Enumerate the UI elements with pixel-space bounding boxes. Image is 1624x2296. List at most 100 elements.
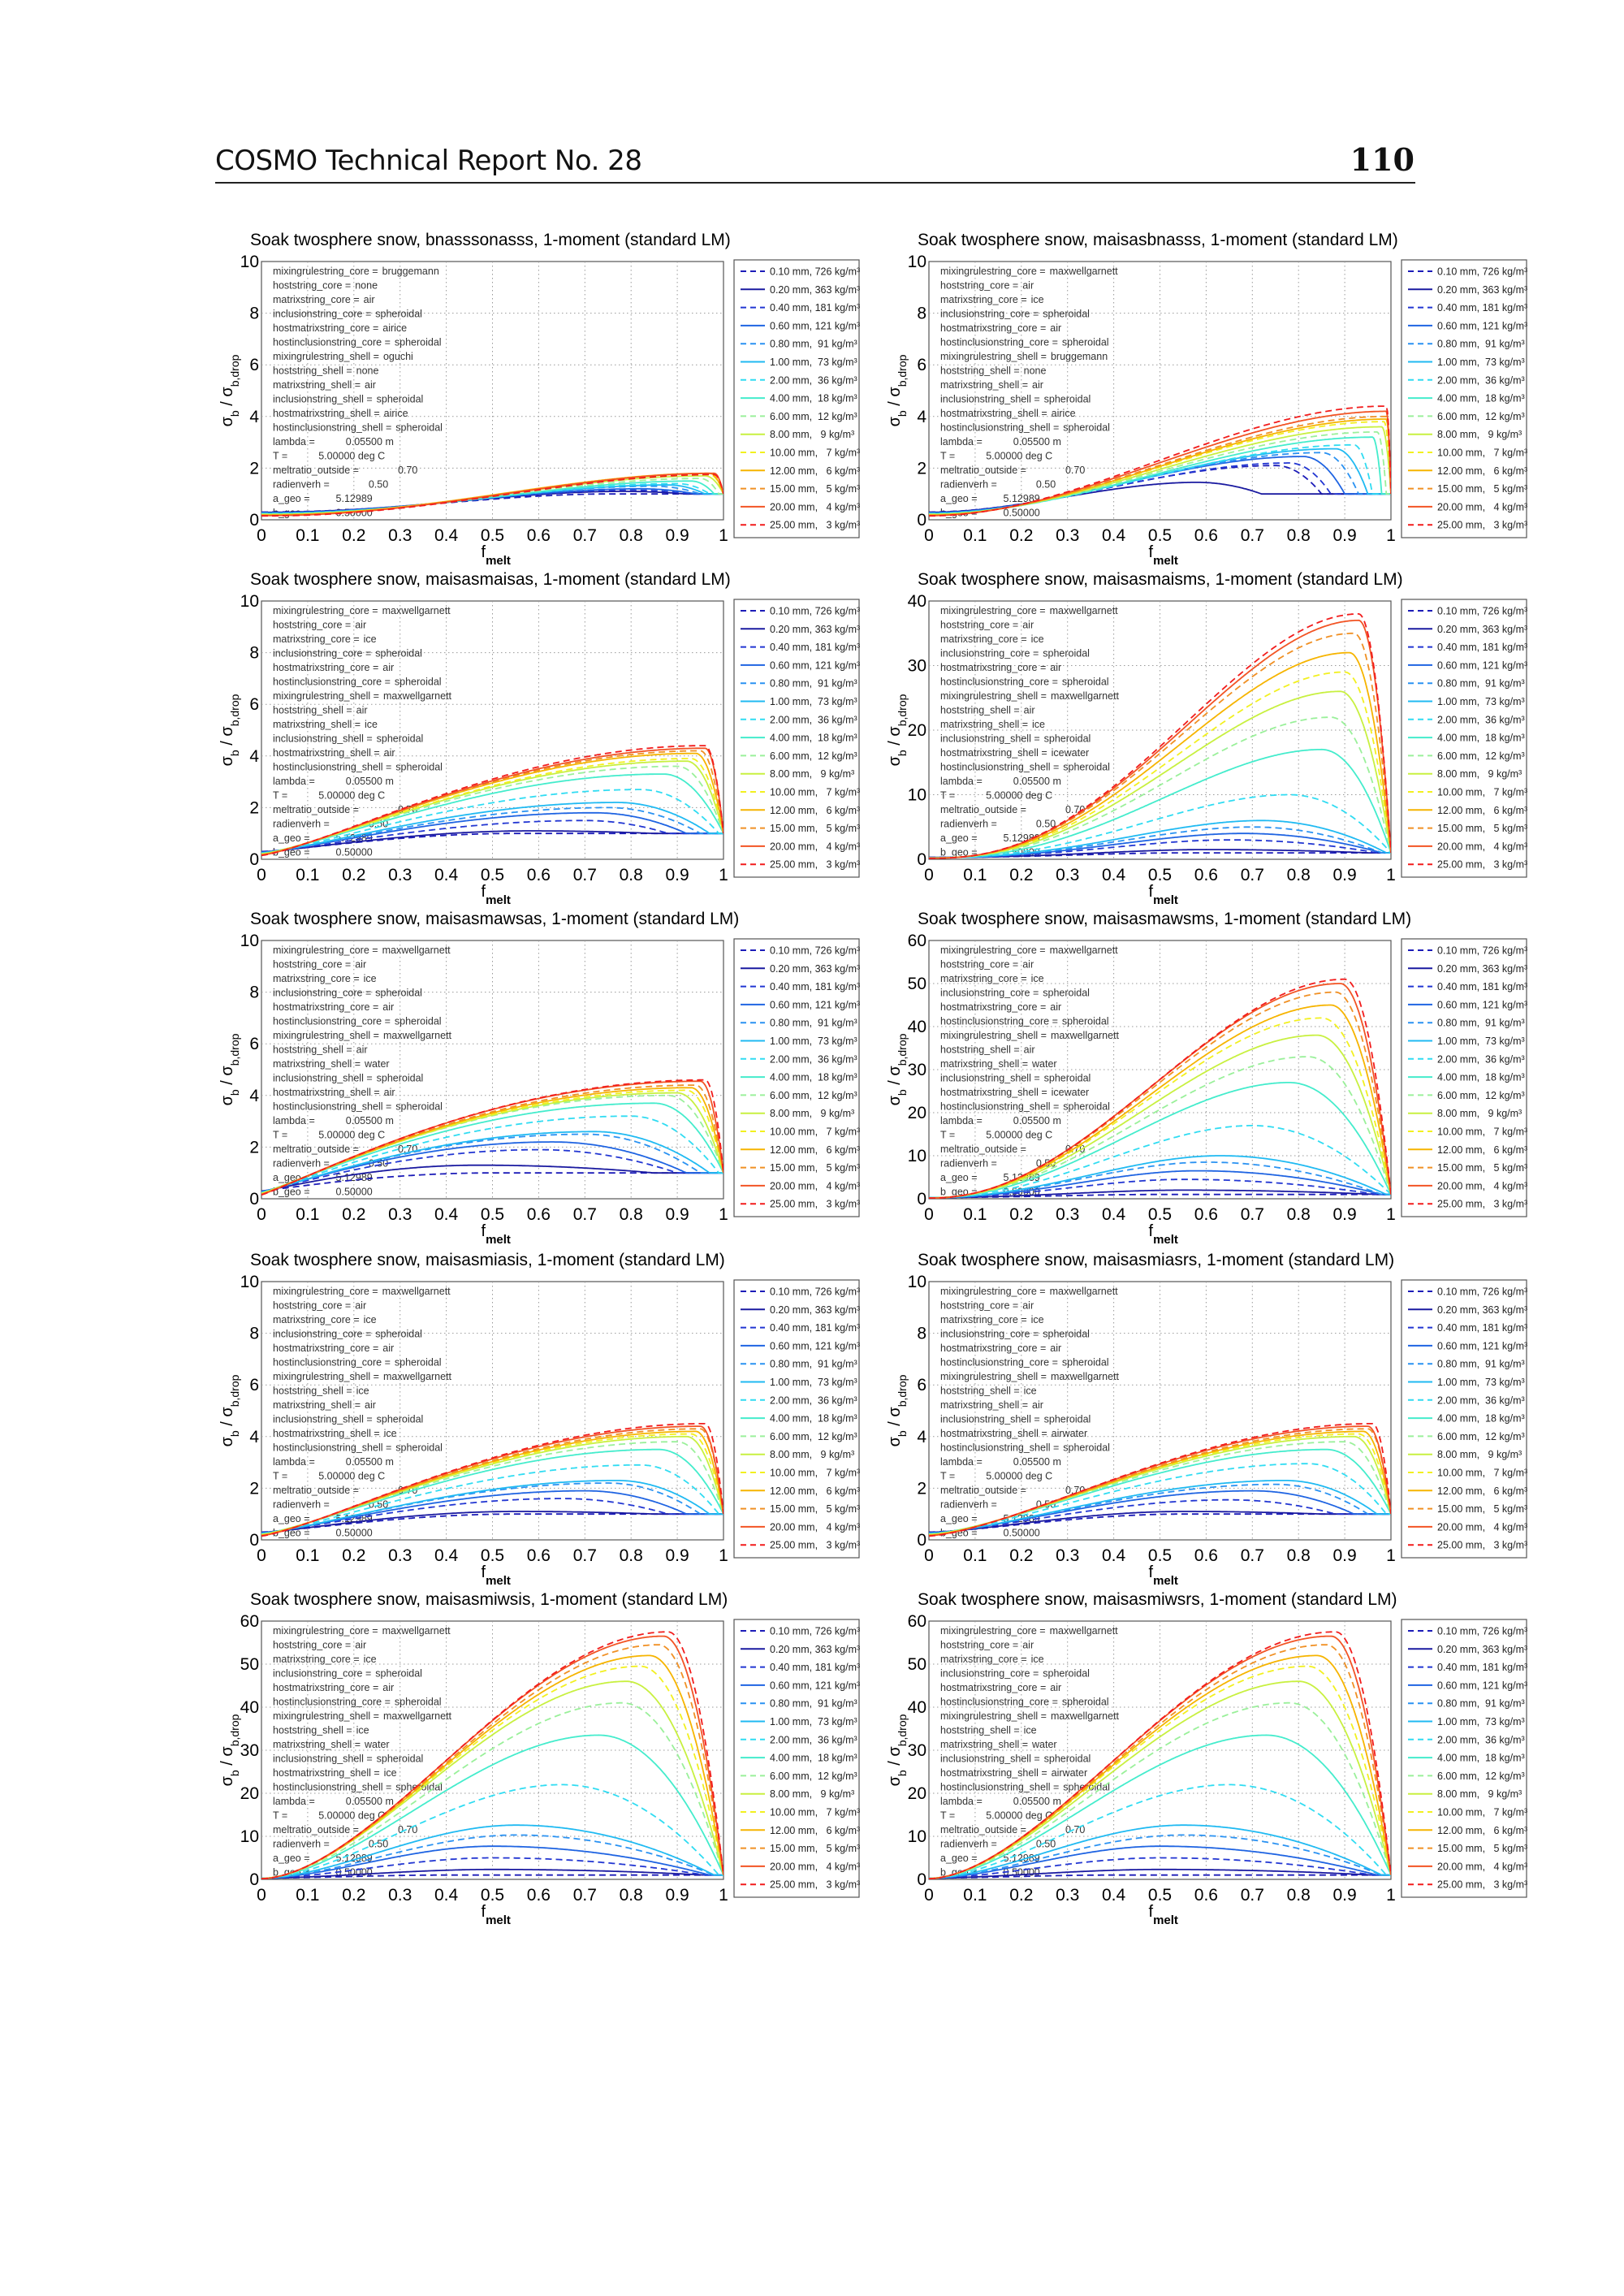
annotation-value: 5.00000 deg C <box>986 1130 1052 1141</box>
annotation-key: a_geo = <box>940 1853 978 1864</box>
annotation-value: spheroidal <box>395 422 443 434</box>
annotation-value: maxwellgarnett <box>1050 945 1119 956</box>
legend-label: 2.00 mm, 36 kg/m³ <box>770 1394 857 1406</box>
y-tick-label: 50 <box>908 975 926 993</box>
legend-label: 10.00 mm, 7 kg/m³ <box>770 1126 860 1138</box>
annotation-key: inclusionstring_shell = <box>273 1414 373 1425</box>
x-label-sub: melt <box>1153 554 1178 568</box>
annotation-value: spheroidal <box>377 1073 424 1084</box>
y-tick-label: 60 <box>240 1612 259 1631</box>
x-tick-label: 0.9 <box>665 866 689 884</box>
legend-label: 0.20 mm, 363 kg/m³ <box>1437 624 1527 635</box>
y-label-sub: b <box>228 750 241 756</box>
legend-label: 0.80 mm, 91 kg/m³ <box>770 339 857 350</box>
annotation-line: hoststring_core = air <box>940 1640 1034 1651</box>
annotation-key: lambda = <box>940 1115 983 1126</box>
annotation-line: hoststring_shell = ice <box>940 1386 1037 1397</box>
annotation-value: air <box>382 1343 394 1354</box>
x-tick-label: 0.9 <box>665 1546 689 1565</box>
y-axis-label: σb / σb,drop <box>218 354 241 426</box>
annotation-key: mixingrulestring_core = <box>273 605 378 616</box>
annotation-line: lambda = 0.05500 m <box>273 776 394 787</box>
series-line <box>929 1701 1391 1879</box>
y-tick-label: 20 <box>240 1784 259 1803</box>
series-line <box>929 1189 1391 1199</box>
x-tick-label: 0.6 <box>527 526 551 545</box>
x-tick-label: 0.5 <box>481 866 504 884</box>
x-tick-label: 0.2 <box>1009 1205 1033 1224</box>
annotation-line: inclusionstring_core = spheroidal <box>273 309 422 320</box>
annotation-line: inclusionstring_core = spheroidal <box>273 1329 422 1340</box>
x-tick-label: 0.7 <box>1241 1546 1264 1565</box>
x-axis-label: fmelt <box>1149 1222 1178 1247</box>
annotation-value: spheroidal <box>377 733 424 745</box>
x-tick-label: 0.9 <box>1332 1546 1356 1565</box>
x-axis-label: fmelt <box>482 883 511 907</box>
annotation-key: matrixstring_core = <box>940 1654 1027 1665</box>
series-line <box>929 1680 1391 1879</box>
legend-label: 0.20 mm, 363 kg/m³ <box>1437 1304 1527 1316</box>
running-header-title: COSMO Technical Report No. 28 <box>215 145 642 177</box>
annotation-value: 5.00000 deg C <box>318 1810 385 1822</box>
annotation-line: hostinclusionstring_shell = spheroidal <box>273 1101 443 1113</box>
annotation-line: hostinclusionstring_shell = spheroidal <box>940 422 1110 434</box>
legend-label: 2.00 mm, 36 kg/m³ <box>1437 1394 1525 1406</box>
annotation-line: hostinclusionstring_core = spheroidal <box>940 1357 1109 1369</box>
annotation-line: hoststring_shell = air <box>940 1044 1035 1056</box>
legend-label: 10.00 mm, 7 kg/m³ <box>1437 787 1527 798</box>
annotation-key: meltratio_outside = <box>940 465 1026 476</box>
annotation-value: 0.05500 m <box>346 1115 394 1126</box>
legend-label: 2.00 mm, 36 kg/m³ <box>1437 374 1525 386</box>
legend-label: 0.20 mm, 363 kg/m³ <box>1437 1644 1527 1655</box>
y-tick-label: 40 <box>908 1698 926 1717</box>
y-tick-label: 20 <box>908 721 926 740</box>
annotation-value: 0.50000 <box>336 1187 373 1198</box>
annotation-value: 0.05500 m <box>1013 776 1061 787</box>
annotation-line: hoststring_core = air <box>273 1640 366 1651</box>
series-line <box>261 1784 723 1879</box>
legend-label: 1.00 mm, 73 kg/m³ <box>1437 696 1525 707</box>
annotation-key: inclusionstring_core = <box>940 1668 1039 1680</box>
y-label-sep: / σ <box>886 726 904 750</box>
legend-label: 0.60 mm, 121 kg/m³ <box>770 1680 860 1691</box>
x-tick-label: 0.7 <box>1241 1205 1264 1224</box>
series-line <box>261 1490 723 1534</box>
annotation-key: mixingrulestring_core = <box>940 1625 1046 1637</box>
annotation-value: 5.00000 deg C <box>318 1130 385 1141</box>
annotation-line: inclusionstring_shell = spheroidal <box>273 733 423 745</box>
chart-title: Soak twosphere snow, maisasmaisas, 1-mom… <box>250 570 731 589</box>
annotation-line: matrixstring_core = ice <box>273 633 377 645</box>
y-tick-label: 2 <box>249 459 259 478</box>
series-line <box>261 1428 723 1537</box>
annotation-line: meltratio_outside = 0.70 <box>940 465 1085 476</box>
legend-label: 0.40 mm, 181 kg/m³ <box>770 981 860 992</box>
annotation-key: mixingrulestring_shell = <box>273 351 379 362</box>
annotation-value: icewater <box>1052 1087 1090 1098</box>
annotation-line: hostmatrixstring_shell = airwater <box>940 1767 1087 1779</box>
annotation-value: spheroidal <box>395 1442 443 1454</box>
legend-label: 12.00 mm, 6 kg/m³ <box>770 1825 860 1836</box>
annotation-line: mixingrulestring_shell = maxwellgarnett <box>273 1710 452 1722</box>
annotation-value: spheroidal <box>1044 1073 1091 1084</box>
annotation-line: hostmatrixstring_shell = air <box>273 747 395 759</box>
x-tick-label: 0.8 <box>620 1546 643 1565</box>
x-tick-label: 0.5 <box>481 1546 504 1565</box>
legend-label: 1.00 mm, 73 kg/m³ <box>1437 1036 1525 1047</box>
annotation-value: 5.00000 deg C <box>986 790 1052 802</box>
x-tick-label: 0.9 <box>665 1205 689 1224</box>
y-label-sub2: b,drop <box>896 354 909 387</box>
x-tick-label: 0.1 <box>296 526 319 545</box>
annotation-key: mixingrulestring_core = <box>273 1625 378 1637</box>
annotation-value: 0.50 <box>1036 819 1056 830</box>
legend-label: 8.00 mm, 9 kg/m³ <box>770 1449 854 1460</box>
annotation-value: maxwellgarnett <box>382 1625 451 1637</box>
annotation-key: a_geo = <box>273 832 310 844</box>
annotation-line: hostinclusionstring_core = spheroidal <box>273 337 442 348</box>
annotation-value: spheroidal <box>395 337 442 348</box>
annotation-line: hostinclusionstring_core = spheroidal <box>273 1697 442 1708</box>
y-label-sub: b <box>228 1770 241 1776</box>
y-tick-label: 6 <box>249 356 259 374</box>
annotation-value: spheroidal <box>1063 762 1110 773</box>
annotation-value: air <box>382 1001 394 1013</box>
page-number: 110 <box>1350 141 1415 178</box>
